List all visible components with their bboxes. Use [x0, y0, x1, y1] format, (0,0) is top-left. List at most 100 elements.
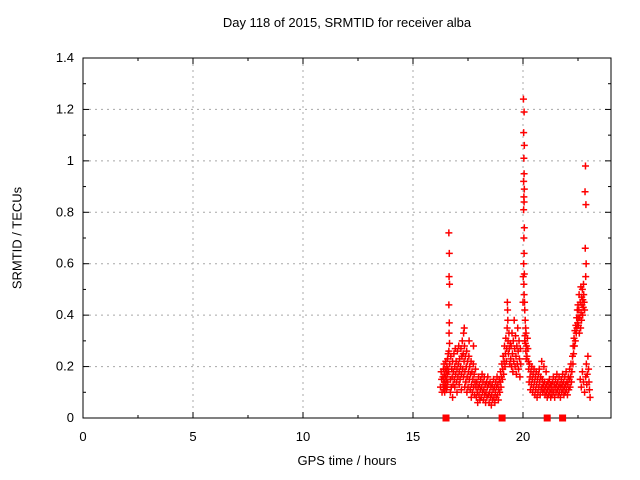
y-tick-label: 1.2 [56, 101, 74, 116]
data-point [520, 154, 528, 162]
data-point [466, 363, 474, 371]
data-point [535, 365, 543, 373]
data-point [578, 285, 586, 293]
y-tick-label: 1.4 [56, 50, 74, 65]
data-point [470, 370, 478, 378]
data-point [579, 311, 587, 319]
data-point [465, 337, 473, 345]
data-point [449, 393, 457, 401]
data-point [462, 378, 470, 386]
data-point [445, 329, 453, 337]
data-point [519, 95, 527, 103]
data-point [517, 360, 525, 368]
y-tick-label: 0.2 [56, 359, 74, 374]
data-point [520, 206, 528, 214]
data-point [445, 273, 453, 281]
data-point [491, 399, 499, 407]
data-point [512, 370, 520, 378]
data-point [512, 332, 520, 340]
data-point [453, 347, 461, 355]
data-point [445, 319, 453, 327]
data-point [520, 291, 528, 299]
data-point [556, 393, 564, 401]
data-point [570, 342, 578, 350]
data-point [446, 280, 454, 288]
data-point [520, 108, 528, 116]
data-point [581, 306, 589, 314]
data-point [585, 386, 593, 394]
data-point [508, 350, 516, 358]
data-point [563, 391, 571, 399]
data-point [578, 368, 586, 376]
data-point [465, 352, 473, 360]
data-point [577, 383, 585, 391]
data-point [445, 301, 453, 309]
data-point [445, 249, 453, 257]
data-point [522, 329, 530, 337]
data-point [523, 334, 531, 342]
event-marker [442, 414, 450, 422]
data-point [571, 337, 579, 345]
data-point [455, 381, 463, 389]
x-tick-label: 0 [79, 429, 86, 444]
data-point [521, 306, 529, 314]
data-point [445, 229, 453, 237]
data-point [450, 350, 458, 358]
x-axis-label: GPS time / hours [297, 453, 397, 468]
data-point [570, 350, 578, 358]
data-point [520, 170, 528, 178]
data-point [580, 280, 587, 288]
data-point [520, 129, 528, 137]
y-tick-label: 0 [67, 410, 74, 425]
data-point [510, 316, 518, 324]
data-point [515, 365, 523, 373]
data-point [487, 401, 495, 409]
data-point [501, 363, 509, 371]
event-marker [498, 414, 506, 422]
data-point [470, 342, 477, 350]
data-point [569, 360, 577, 368]
data-point [461, 383, 469, 391]
data-point [584, 352, 592, 360]
data-point [582, 260, 590, 268]
event-marker [543, 414, 551, 422]
data-point [496, 388, 504, 396]
data-point [521, 298, 529, 306]
data-point [567, 373, 575, 381]
y-tick-label: 0.8 [56, 204, 74, 219]
data-point [520, 280, 528, 288]
data-point [578, 316, 586, 324]
data-point [585, 365, 593, 373]
y-tick-label: 1 [67, 153, 74, 168]
x-tick-label: 5 [189, 429, 196, 444]
data-point [451, 383, 459, 391]
data-point [575, 329, 583, 337]
data-point [510, 357, 518, 365]
data-point [457, 345, 465, 353]
data-point [568, 368, 576, 376]
data-point [500, 370, 508, 378]
data-point [498, 375, 506, 383]
data-point [469, 360, 477, 368]
data-point [520, 270, 528, 278]
data-point [446, 388, 454, 396]
data-point [538, 357, 546, 365]
data-point [508, 329, 516, 337]
data-point [581, 244, 589, 252]
y-tick-label: 0.4 [56, 307, 74, 322]
data-point [585, 378, 593, 386]
data-point [463, 347, 471, 355]
y-tick-label: 0.6 [56, 256, 74, 271]
data-point [460, 342, 468, 350]
data-point [583, 370, 591, 378]
data-point [520, 260, 528, 268]
data-point [515, 355, 523, 363]
data-point [566, 383, 574, 391]
data-point [503, 298, 511, 306]
data-point [582, 273, 590, 281]
data-point [520, 177, 528, 185]
data-point [446, 339, 454, 347]
data-point [471, 365, 479, 373]
